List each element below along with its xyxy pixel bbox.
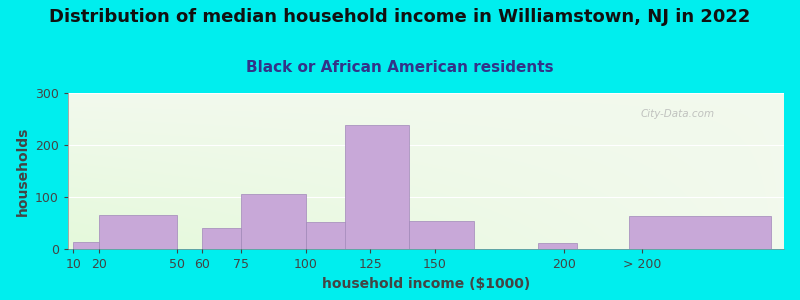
Bar bbox=[409, 221, 474, 249]
Bar bbox=[306, 222, 370, 249]
Text: Distribution of median household income in Williamstown, NJ in 2022: Distribution of median household income … bbox=[50, 8, 750, 26]
Y-axis label: households: households bbox=[15, 126, 30, 216]
Bar bbox=[202, 228, 241, 249]
Bar bbox=[538, 243, 578, 249]
Bar bbox=[241, 194, 306, 249]
Bar bbox=[73, 242, 99, 249]
X-axis label: household income ($1000): household income ($1000) bbox=[322, 277, 530, 291]
Bar bbox=[629, 216, 771, 249]
Text: City-Data.com: City-Data.com bbox=[641, 109, 715, 118]
Bar bbox=[345, 125, 409, 249]
Text: Black or African American residents: Black or African American residents bbox=[246, 60, 554, 75]
Bar bbox=[99, 215, 177, 249]
